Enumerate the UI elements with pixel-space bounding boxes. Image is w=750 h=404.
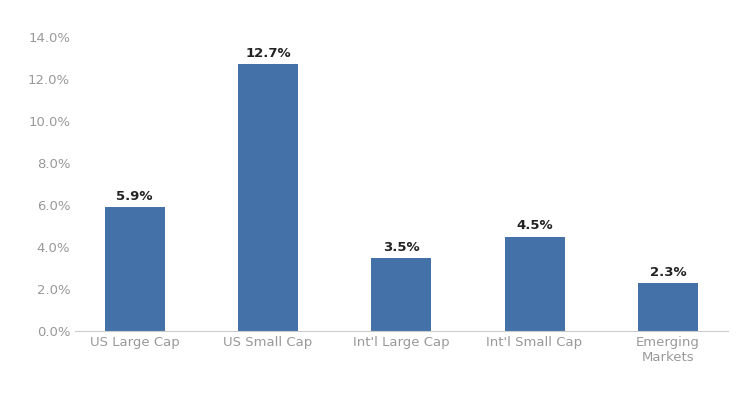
Bar [371, 258, 431, 331]
Text: 3.5%: 3.5% [383, 240, 419, 254]
Bar [238, 64, 298, 331]
Bar [638, 283, 698, 331]
Text: 4.5%: 4.5% [516, 219, 553, 232]
Text: 12.7%: 12.7% [245, 47, 291, 60]
Text: 5.9%: 5.9% [116, 190, 153, 203]
Bar [505, 237, 565, 331]
Text: 2.3%: 2.3% [650, 266, 686, 279]
Bar [105, 207, 165, 331]
